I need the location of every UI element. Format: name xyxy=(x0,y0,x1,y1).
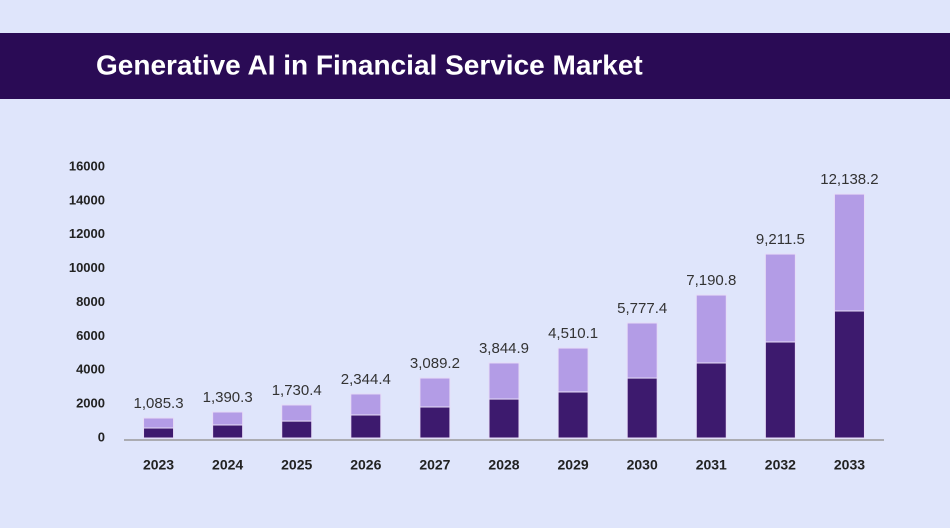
bar-segment xyxy=(695,294,727,364)
y-tick-label: 12000 xyxy=(69,226,105,241)
y-tick-label: 2000 xyxy=(76,396,105,411)
bar-segment xyxy=(143,427,175,439)
bar-segment xyxy=(833,310,865,439)
bar-segment xyxy=(695,362,727,439)
y-tick-label: 8000 xyxy=(76,294,105,309)
bar-segment xyxy=(626,322,658,379)
bar-segment xyxy=(833,193,865,312)
bar-segment xyxy=(626,377,658,439)
y-tick-label: 14000 xyxy=(69,192,105,207)
x-tick-label: 2024 xyxy=(212,457,243,473)
bar-annotation: 7,190.8 xyxy=(686,272,736,289)
x-tick-label: 2028 xyxy=(488,457,519,473)
bar-segment xyxy=(212,424,244,439)
bar-segment xyxy=(764,253,796,343)
bar-segment xyxy=(212,411,244,426)
bar-segment xyxy=(557,347,589,393)
bar-annotation: 5,777.4 xyxy=(617,300,667,317)
bar-segment xyxy=(281,420,313,439)
bar-segment xyxy=(419,377,451,408)
bar-annotation: 1,085.3 xyxy=(134,395,184,412)
x-tick-label: 2026 xyxy=(350,457,381,473)
bar-segment xyxy=(764,341,796,439)
header-band xyxy=(0,33,950,99)
bar-segment xyxy=(350,414,382,439)
bar-segment xyxy=(557,391,589,439)
bar-segment xyxy=(143,417,175,429)
bar-annotation: 12,138.2 xyxy=(820,171,878,188)
y-tick-label: 6000 xyxy=(76,328,105,343)
bar-annotation: 3,089.2 xyxy=(410,355,460,372)
x-tick-label: 2030 xyxy=(627,457,658,473)
bar-annotation: 3,844.9 xyxy=(479,340,529,357)
bar-annotation: 4,510.1 xyxy=(548,325,598,342)
bar-segment xyxy=(419,406,451,439)
y-tick-label: 16000 xyxy=(69,158,105,173)
bar-segment xyxy=(488,362,520,400)
y-tick-label: 0 xyxy=(98,429,105,444)
bar-annotation: 2,344.4 xyxy=(341,371,391,388)
chart-title: Generative AI in Financial Service Marke… xyxy=(96,49,643,80)
bar-segment xyxy=(281,404,313,422)
y-tick-label: 10000 xyxy=(69,260,105,275)
x-tick-label: 2027 xyxy=(419,457,450,473)
y-tick-label: 4000 xyxy=(76,362,105,377)
bar-annotation: 1,730.4 xyxy=(272,382,322,399)
bar-annotation: 1,390.3 xyxy=(203,389,253,406)
x-tick-label: 2025 xyxy=(281,457,312,473)
bar-segment xyxy=(350,393,382,416)
x-tick-label: 2031 xyxy=(696,457,727,473)
bar-segment xyxy=(488,398,520,439)
x-tick-label: 2023 xyxy=(143,457,174,473)
x-tick-label: 2033 xyxy=(834,457,865,473)
x-tick-label: 2032 xyxy=(765,457,796,473)
bar-annotation: 9,211.5 xyxy=(756,231,805,248)
x-tick-label: 2029 xyxy=(558,457,589,473)
